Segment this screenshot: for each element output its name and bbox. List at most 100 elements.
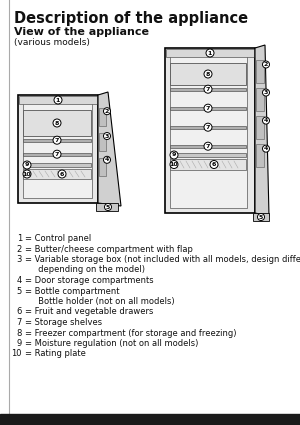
Text: 1: 1 bbox=[208, 51, 212, 56]
Text: 4: 4 bbox=[264, 118, 268, 123]
Text: = Butter/cheese compartment with flap: = Butter/cheese compartment with flap bbox=[25, 244, 193, 253]
Bar bbox=[170, 153, 246, 157]
Circle shape bbox=[262, 117, 269, 124]
Bar bbox=[23, 169, 91, 179]
Circle shape bbox=[23, 161, 31, 169]
Bar bbox=[256, 60, 264, 82]
Text: 10: 10 bbox=[11, 349, 22, 359]
Circle shape bbox=[204, 123, 212, 131]
Bar bbox=[170, 126, 246, 128]
Text: 4: 4 bbox=[17, 276, 22, 285]
Text: = Variable storage box (not included with all models, design differs: = Variable storage box (not included wit… bbox=[25, 255, 300, 264]
Circle shape bbox=[262, 61, 269, 68]
Text: 7: 7 bbox=[55, 152, 59, 157]
Text: (various models): (various models) bbox=[14, 38, 90, 47]
Circle shape bbox=[206, 49, 214, 57]
Circle shape bbox=[204, 85, 212, 93]
Circle shape bbox=[58, 170, 66, 178]
Bar bbox=[170, 159, 246, 170]
Text: 9: 9 bbox=[172, 153, 176, 158]
Bar bbox=[23, 163, 91, 167]
Bar bbox=[99, 158, 106, 176]
Text: Bottle holder (not on all models): Bottle holder (not on all models) bbox=[25, 297, 175, 306]
Text: 8: 8 bbox=[206, 71, 210, 76]
Circle shape bbox=[103, 156, 110, 163]
Text: depending on the model): depending on the model) bbox=[25, 266, 145, 275]
Bar bbox=[256, 144, 264, 167]
Text: 2: 2 bbox=[17, 244, 22, 253]
Polygon shape bbox=[255, 45, 269, 216]
Text: 9: 9 bbox=[25, 162, 29, 167]
Text: 1: 1 bbox=[17, 234, 22, 243]
Text: View of the appliance: View of the appliance bbox=[14, 27, 149, 37]
Text: 10: 10 bbox=[23, 172, 31, 176]
Circle shape bbox=[103, 108, 110, 115]
Bar bbox=[256, 116, 264, 139]
Circle shape bbox=[262, 145, 269, 152]
Text: 10: 10 bbox=[170, 162, 178, 167]
Bar bbox=[170, 63, 246, 85]
Bar bbox=[18, 95, 98, 203]
Circle shape bbox=[257, 213, 265, 221]
Bar bbox=[166, 49, 254, 57]
Text: 7: 7 bbox=[206, 106, 210, 110]
Text: 2: 2 bbox=[105, 109, 109, 114]
Bar bbox=[23, 110, 91, 136]
Circle shape bbox=[53, 136, 61, 144]
Text: = Freezer compartment (for storage and freezing): = Freezer compartment (for storage and f… bbox=[25, 329, 236, 337]
Bar bbox=[23, 100, 92, 198]
Text: 7: 7 bbox=[206, 144, 210, 149]
Circle shape bbox=[204, 142, 212, 150]
Circle shape bbox=[103, 133, 110, 139]
Circle shape bbox=[104, 204, 112, 210]
Text: = Storage shelves: = Storage shelves bbox=[25, 318, 102, 327]
Circle shape bbox=[170, 161, 178, 168]
Text: 7: 7 bbox=[55, 138, 59, 143]
Bar bbox=[256, 88, 264, 110]
Text: = Rating plate: = Rating plate bbox=[25, 349, 86, 359]
Bar bbox=[170, 145, 246, 147]
Bar bbox=[99, 108, 106, 126]
Text: 3: 3 bbox=[105, 133, 109, 139]
Text: 8: 8 bbox=[55, 121, 59, 125]
Text: 2: 2 bbox=[264, 62, 268, 67]
Text: = Moisture regulation (not on all models): = Moisture regulation (not on all models… bbox=[25, 339, 198, 348]
Text: = Bottle compartment: = Bottle compartment bbox=[25, 286, 119, 295]
Text: 5: 5 bbox=[17, 286, 22, 295]
Circle shape bbox=[204, 104, 212, 112]
Circle shape bbox=[210, 161, 218, 168]
Bar bbox=[170, 53, 247, 208]
Text: 3: 3 bbox=[16, 255, 22, 264]
Bar bbox=[99, 133, 106, 151]
Text: 4: 4 bbox=[264, 146, 268, 151]
Bar bbox=[0, 414, 300, 425]
Circle shape bbox=[53, 119, 61, 127]
Text: 7: 7 bbox=[206, 125, 210, 130]
Text: 3: 3 bbox=[264, 90, 268, 95]
Circle shape bbox=[204, 70, 212, 78]
Text: Description of the appliance: Description of the appliance bbox=[14, 11, 248, 26]
Circle shape bbox=[54, 96, 62, 104]
Text: 6: 6 bbox=[16, 308, 22, 317]
Bar bbox=[170, 107, 246, 110]
Text: = Fruit and vegetable drawers: = Fruit and vegetable drawers bbox=[25, 308, 153, 317]
Bar bbox=[165, 48, 255, 213]
Text: 8: 8 bbox=[16, 329, 22, 337]
Circle shape bbox=[23, 170, 31, 178]
Text: 5: 5 bbox=[106, 204, 110, 210]
Bar bbox=[23, 153, 91, 156]
Text: 1: 1 bbox=[56, 97, 60, 102]
Text: = Control panel: = Control panel bbox=[25, 234, 91, 243]
Text: 7: 7 bbox=[16, 318, 22, 327]
Bar bbox=[170, 88, 246, 91]
Text: 9: 9 bbox=[17, 339, 22, 348]
Text: 4: 4 bbox=[105, 157, 109, 162]
Text: 5: 5 bbox=[259, 215, 263, 219]
Circle shape bbox=[262, 89, 269, 96]
Bar bbox=[96, 203, 118, 211]
Text: 6: 6 bbox=[212, 162, 216, 167]
Text: 7: 7 bbox=[206, 87, 210, 92]
Text: = Door storage compartments: = Door storage compartments bbox=[25, 276, 154, 285]
Text: 6: 6 bbox=[60, 172, 64, 176]
Bar bbox=[253, 213, 269, 221]
